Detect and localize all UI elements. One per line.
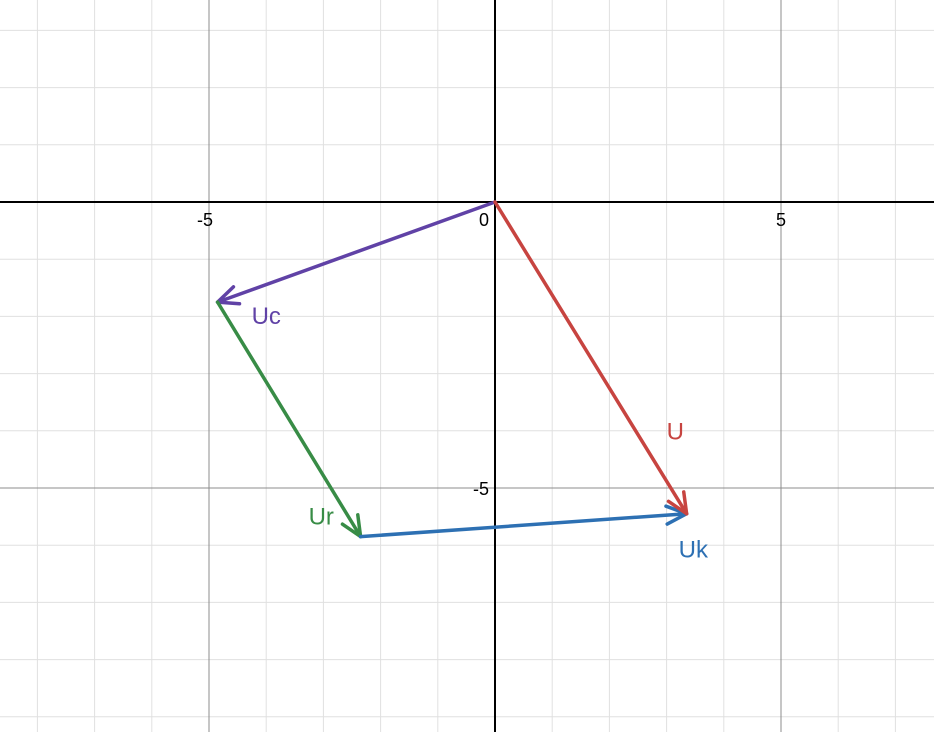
vectors: Uc Ur Uk U <box>215 200 709 564</box>
x-tick-label: 0 <box>479 210 489 230</box>
vector-arrowhead-u <box>666 490 689 516</box>
vector-line-ur <box>215 300 363 539</box>
vector-label-uk: Uk <box>679 537 709 564</box>
vector-label-u: U <box>667 419 684 446</box>
vector-uc: Uc <box>215 200 497 330</box>
vector-label-uc: Uc <box>252 303 281 330</box>
tick-labels: -5 0 5 -5 <box>197 210 786 499</box>
vector-ur: Ur <box>215 300 363 539</box>
vector-arrowhead-ur <box>340 513 363 539</box>
vector-u: U <box>493 200 689 516</box>
vector-line-uc <box>215 200 497 304</box>
x-tick-label: 5 <box>776 210 786 230</box>
vector-line-u <box>493 200 689 516</box>
vector-uk: Uk <box>358 504 709 564</box>
vector-label-ur: Ur <box>309 504 334 531</box>
x-tick-label: -5 <box>197 210 213 230</box>
vector-line-uk <box>358 511 689 539</box>
y-tick-label: -5 <box>473 479 489 499</box>
